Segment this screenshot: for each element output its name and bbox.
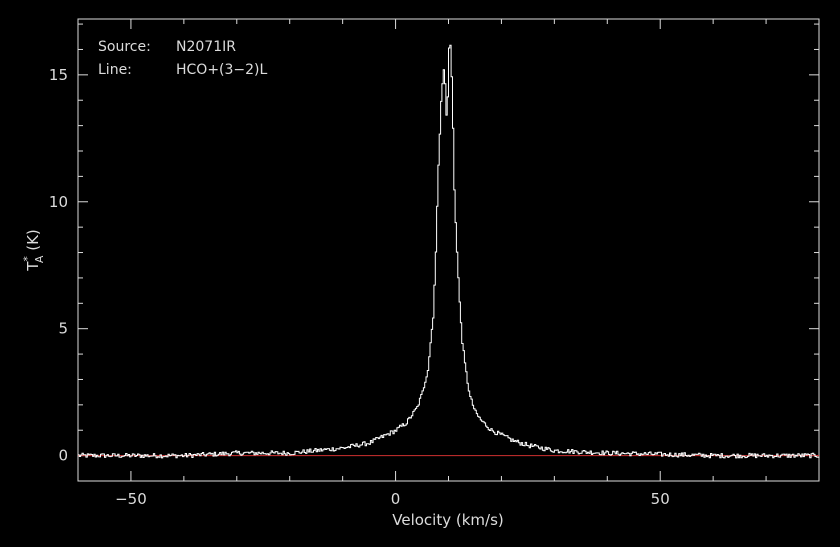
y-axis-label-sub: A bbox=[33, 255, 46, 263]
y-axis-label: T*A (K) bbox=[21, 229, 46, 272]
source-value: N2071IR bbox=[176, 39, 236, 55]
x-tick-label: 50 bbox=[651, 490, 670, 508]
y-tick-label: 5 bbox=[58, 320, 68, 338]
line-value: HCO+(3−2)L bbox=[176, 62, 268, 78]
x-axis-label: Velocity (km/s) bbox=[392, 511, 503, 529]
spectrum-series-line bbox=[78, 44, 820, 459]
line-label: Line: bbox=[98, 62, 132, 78]
svg-text:T*A (K): T*A (K) bbox=[21, 229, 46, 272]
y-axis-label-unit: (K) bbox=[24, 229, 42, 255]
y-tick-label: 0 bbox=[58, 447, 68, 465]
y-tick-label: 15 bbox=[49, 66, 68, 84]
x-tick-label: −50 bbox=[115, 490, 147, 508]
tick-labels: −50 0 50 0 5 10 15 bbox=[49, 66, 670, 508]
y-axis-label-main: T bbox=[24, 261, 42, 272]
x-tick-label: 0 bbox=[391, 490, 401, 508]
y-axis-label-sup: * bbox=[21, 256, 34, 262]
axis-ticks bbox=[77, 19, 820, 482]
source-label: Source: bbox=[98, 39, 151, 55]
y-tick-label: 10 bbox=[49, 193, 68, 211]
